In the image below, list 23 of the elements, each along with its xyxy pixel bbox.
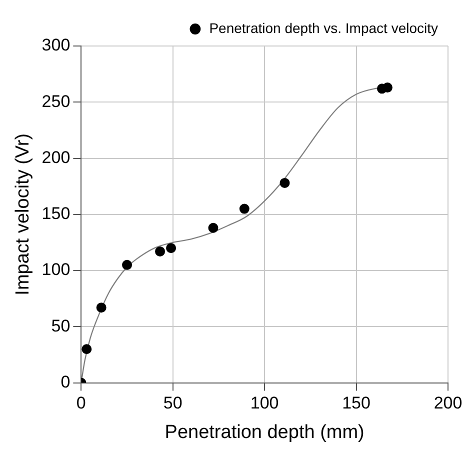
- y-tick-label: 200: [42, 148, 70, 167]
- x-tick-label: 200: [434, 394, 462, 413]
- y-tick-label: 250: [42, 92, 70, 111]
- y-axis-title: Impact velocity (Vr): [12, 133, 34, 296]
- point: [122, 260, 132, 270]
- point: [280, 178, 290, 188]
- y-tick-label: 150: [42, 204, 70, 224]
- point: [155, 246, 166, 256]
- x-tick-label: 50: [163, 394, 182, 413]
- y-tick-label: 0: [60, 372, 70, 392]
- x-tick-label: 100: [250, 394, 279, 413]
- legend-label: Penetration depth vs. Impact velocity: [209, 20, 438, 36]
- x-axis-title: Penetration depth (mm): [164, 422, 364, 443]
- point: [208, 222, 218, 233]
- point: [166, 243, 176, 254]
- point: [239, 204, 250, 214]
- y-tick-label: 50: [51, 316, 70, 336]
- point: [82, 344, 92, 354]
- y-tick-label: 100: [42, 260, 70, 280]
- x-tick-label: 150: [342, 394, 370, 413]
- point: [96, 302, 106, 313]
- x-tick-label: 0: [76, 394, 86, 413]
- y-tick-label: 300: [42, 36, 70, 55]
